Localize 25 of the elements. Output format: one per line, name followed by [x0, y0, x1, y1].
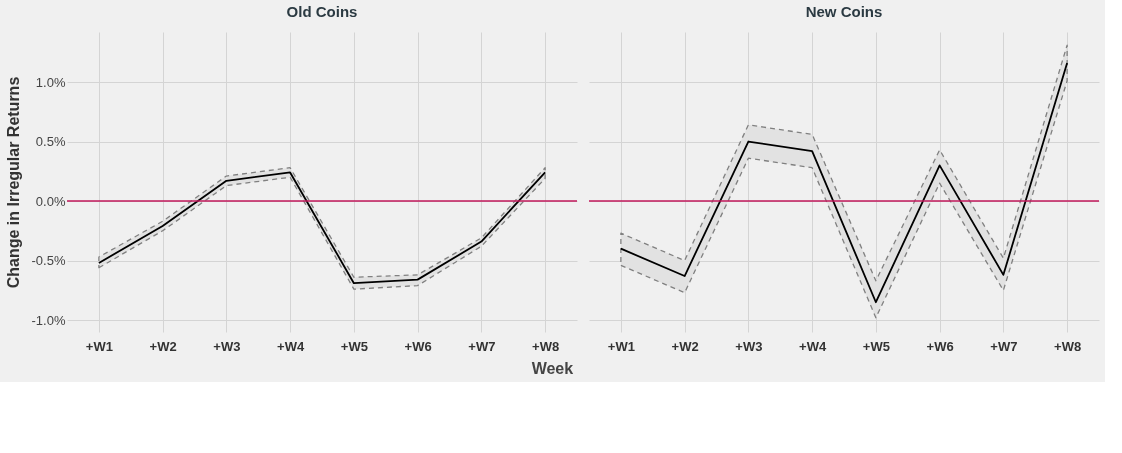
y-tick-label: 1.0% [35, 74, 66, 90]
chart-title: Old Coins [286, 3, 358, 20]
y-tick-label: -0.5% [31, 253, 66, 269]
x-tick-label: +W1 [607, 338, 635, 354]
x-tick-label: +W5 [340, 338, 368, 354]
x-tick-label: +W2 [149, 338, 177, 354]
y-axis-title: Change in Irregular Returns [4, 76, 22, 289]
x-axis-title: Week [531, 360, 574, 377]
x-tick-label: +W2 [671, 338, 699, 354]
y-tick-label: -1.0% [31, 312, 66, 328]
x-tick-label: +W7 [468, 338, 496, 354]
x-tick-label: +W6 [404, 338, 432, 354]
x-tick-label: +W4 [277, 338, 305, 354]
y-tick-label: 0.0% [35, 193, 66, 209]
x-tick-label: +W7 [990, 338, 1018, 354]
y-tick-label: 0.5% [35, 134, 66, 150]
x-tick-label: +W6 [926, 338, 954, 354]
x-tick-label: +W8 [1054, 338, 1082, 354]
x-tick-label: +W1 [85, 338, 113, 354]
x-tick-label: +W4 [799, 338, 827, 354]
chart-title: New Coins [805, 3, 883, 20]
x-tick-label: +W3 [735, 338, 763, 354]
x-tick-label: +W8 [532, 338, 560, 354]
x-tick-label: +W5 [862, 338, 890, 354]
x-tick-label: +W3 [213, 338, 241, 354]
